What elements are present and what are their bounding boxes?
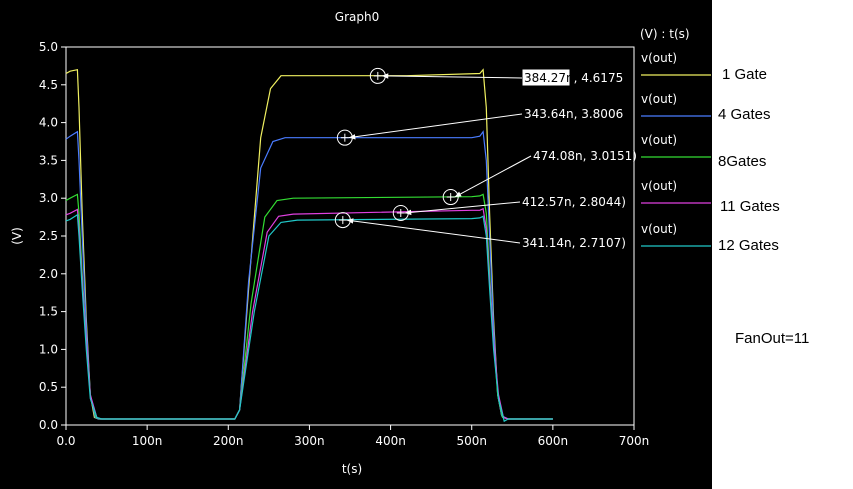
y-tick-label: 1.0 (39, 342, 58, 356)
x-tick-label: 200n (213, 434, 244, 448)
y-tick-label: 2.0 (39, 267, 58, 281)
legend-header: (V) : t(s) (640, 27, 690, 41)
cursor-label-highlight (522, 69, 570, 86)
x-tick-label: 0.0 (56, 434, 75, 448)
ticks-layer: 0.0 100n 200n 300n 400n 500n 600n 700n 0.0 0.5 1.0… (39, 40, 649, 448)
y-tick-label: 3.5 (39, 153, 58, 167)
series-description-label: 11 Gates (720, 198, 780, 215)
cursor-marker (442, 189, 459, 206)
x-tick-label: 300n (294, 434, 325, 448)
series-description-label: 8Gates (718, 153, 767, 170)
cursor-leader (381, 75, 523, 79)
series-line-2 (65, 130, 553, 420)
series-description-label: 12 Gates (718, 237, 779, 254)
x-tick-label: 600n (538, 434, 569, 448)
x-tick-label: 100n (132, 434, 163, 448)
y-tick-label: 2.5 (39, 229, 58, 243)
y-tick-label: 3.0 (39, 191, 58, 205)
cursor-label: 343.64n, 3.8006 (524, 107, 623, 121)
legend-entry-label: v(out) (641, 179, 677, 193)
y-tick-label: 0.0 (39, 418, 58, 432)
legend-layer: v(out) v(out) v(out) v(out) v(out) (641, 51, 711, 247)
series-description-label: 4 Gates (718, 106, 771, 123)
legend-entry-label: v(out) (641, 133, 677, 147)
cursor-leader (404, 201, 521, 214)
y-tick-label: 4.5 (39, 78, 58, 92)
y-axis-label: (V) (10, 227, 24, 245)
cursor-label: 341.14n, 2.7107) (522, 236, 626, 250)
cursor-arrowhead (348, 134, 356, 140)
plot-window: Graph0 (V) : t(s) (V) t(s) 0.0 100n 200n 30… (0, 0, 712, 489)
cursor-label: 412.57n, 2.8044) (522, 195, 626, 209)
y-tick-label: 1.5 (39, 305, 58, 319)
series-line-3 (65, 193, 553, 420)
y-tick-label: 5.0 (39, 40, 58, 54)
series-layer (65, 68, 553, 423)
cursor-label: 474.08n, 3.0151) (533, 149, 637, 163)
cursor-arrowhead (454, 191, 462, 198)
cursor-layer: 384.27n, 4.6175 343.64n, 3.8006 474.08n, 3… (334, 67, 637, 250)
cursor-arrowhead (381, 73, 389, 79)
legend-entry-label: v(out) (641, 222, 677, 236)
cursor-leader (348, 113, 523, 139)
chart-svg: Graph0 (V) : t(s) (V) t(s) 0.0 100n 200n 30… (10, 10, 711, 476)
cursor-arrowhead (404, 209, 412, 216)
cursor-arrowhead (346, 218, 354, 224)
x-axis-label: t(s) (342, 462, 362, 476)
legend-entry-label: v(out) (641, 51, 677, 65)
cursor-label: 384.27n, 4.6175 (524, 71, 623, 85)
y-tick-label: 4.0 (39, 116, 58, 130)
series-line-5 (65, 213, 553, 423)
chart-title: Graph0 (335, 10, 379, 24)
y-tick-label: 0.5 (39, 380, 58, 394)
series-line-4 (65, 207, 553, 420)
cursor-leader (346, 219, 521, 244)
x-tick-label: 500n (456, 434, 487, 448)
legend-entry-label: v(out) (641, 92, 677, 106)
series-description-label: 1 Gate (722, 66, 768, 83)
x-tick-label: 700n (619, 434, 650, 448)
x-tick-label: 400n (375, 434, 406, 448)
series-line-1 (65, 68, 553, 420)
cursor-leader (454, 155, 532, 198)
fanout-label: FanOut=11 (735, 330, 810, 347)
